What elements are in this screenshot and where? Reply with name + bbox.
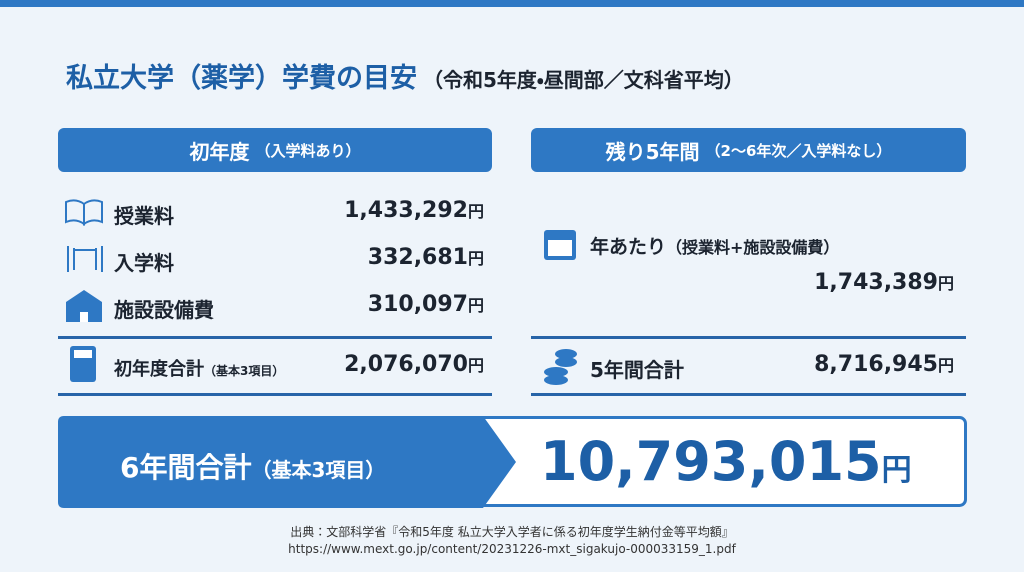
item-amount: 1,433,292円 xyxy=(344,198,484,223)
total-label: 6年間合計（基本3項目） xyxy=(120,446,385,486)
top-bar xyxy=(0,0,1024,7)
label: 年あたり xyxy=(590,236,667,258)
amount: 310,097 xyxy=(367,292,468,317)
per-year-amount: 1,743,389円 xyxy=(814,270,954,295)
note: （基本3項目） xyxy=(251,458,386,482)
subtotal-amount: 2,076,070円 xyxy=(344,352,484,377)
amount: 332,681 xyxy=(367,245,468,270)
label: 初年度合計 xyxy=(114,359,204,380)
source-url: https://www.mext.go.jp/content/20231226-… xyxy=(288,542,736,556)
amount: 10,793,015 xyxy=(540,430,882,493)
amount: 2,076,070 xyxy=(344,352,468,377)
total-amount: 10,793,015円 xyxy=(540,430,912,493)
source: 出典：文部科学省『令和5年度 私立大学入学者に係る初年度学生納付金等平均額』 xyxy=(290,525,734,539)
label: 6年間合計 xyxy=(120,451,252,484)
item-amount: 332,681円 xyxy=(368,245,484,270)
title: 私立大学（薬学）学費の目安 （令和5年度・昼間部／文科省平均） xyxy=(66,56,744,95)
divider xyxy=(58,393,492,396)
item-label: 入学料 xyxy=(114,251,174,275)
unit: 円 xyxy=(467,356,484,375)
unit: 円 xyxy=(467,202,484,221)
unit: 円 xyxy=(937,274,954,293)
note: （授業料+施設設備費） xyxy=(666,238,840,257)
unit: 円 xyxy=(937,356,954,375)
unit: 円 xyxy=(467,296,484,315)
amount: 1,743,389 xyxy=(814,270,938,295)
total-banner xyxy=(58,416,967,508)
amount: 1,433,292 xyxy=(344,198,468,223)
divider xyxy=(58,336,492,339)
item-label: 授業料 xyxy=(114,204,174,228)
heading-note: （2〜6年次／入学料なし） xyxy=(705,141,892,160)
heading: 初年度 xyxy=(189,139,250,164)
amount: 8,716,945 xyxy=(814,352,938,377)
divider xyxy=(531,336,966,339)
divider xyxy=(531,393,966,396)
remaining-header: 残り5年間 （2〜6年次／入学料なし） xyxy=(531,128,966,172)
per-year-label: 年あたり（授業料+施設設備費） xyxy=(590,232,839,259)
subtotal-amount: 8,716,945円 xyxy=(814,352,954,377)
title-text: 私立大学（薬学）学費の目安 xyxy=(66,63,417,94)
subtitle: （令和5年度・昼間部／文科省平均） xyxy=(423,68,744,92)
item-label: 施設設備費 xyxy=(114,298,214,322)
first-year-header: 初年度 （入学料あり） xyxy=(58,128,492,172)
unit: 円 xyxy=(881,453,912,488)
unit: 円 xyxy=(467,249,484,268)
heading: 残り5年間 xyxy=(605,139,700,164)
subtotal-label: 5年間合計 xyxy=(590,358,684,382)
subtotal-label: 初年度合計（基本3項目） xyxy=(114,355,284,381)
heading-note: （入学料あり） xyxy=(255,141,361,160)
item-amount: 310,097円 xyxy=(368,292,484,317)
note: （基本3項目） xyxy=(204,364,285,378)
